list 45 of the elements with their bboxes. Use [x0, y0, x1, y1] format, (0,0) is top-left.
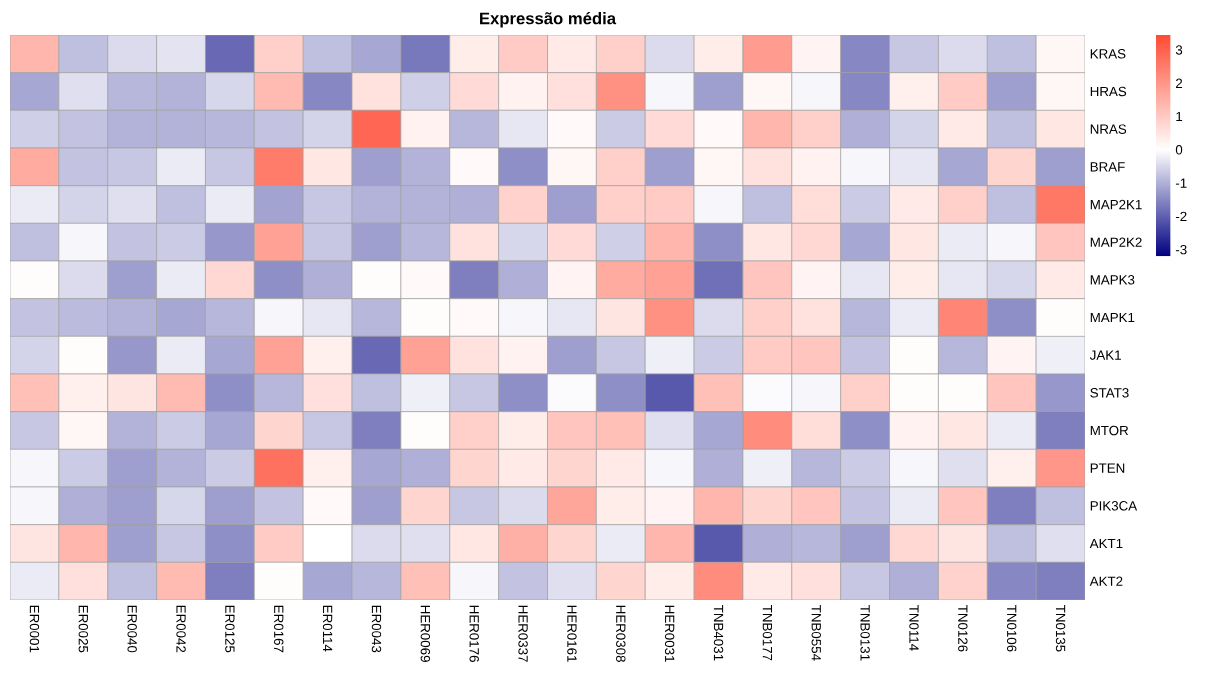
y-tick-label: AKT1: [1089, 538, 1123, 549]
y-tick-label: JAK1: [1089, 350, 1121, 360]
y-tick-label: PTEN: [1090, 463, 1125, 473]
color-bar-label: -1: [1175, 178, 1187, 188]
x-tick-label: ER0042: [176, 605, 186, 653]
x-tick-label: HER0176: [469, 605, 479, 662]
y-tick-label: MAPK3: [1090, 275, 1135, 285]
x-tick-label: HER0031: [664, 605, 675, 662]
x-tick-label: TNB0131: [860, 605, 870, 661]
x-tick-label: TN0106: [1006, 605, 1017, 652]
y-tick-label: BRAF: [1090, 162, 1125, 172]
x-tick-label: ER0001: [29, 605, 40, 653]
color-bar-label: 3: [1175, 45, 1183, 55]
y-tick-label: STAT3: [1090, 388, 1129, 398]
color-bar-label: -2: [1175, 211, 1187, 222]
y-tick-label: MAP2K1: [1090, 199, 1142, 210]
x-tick-label: HER0161: [567, 605, 577, 662]
x-tick-label: HER0337: [518, 605, 528, 662]
color-bar-label: 1: [1176, 111, 1183, 122]
x-tick-label: ER0025: [78, 605, 89, 653]
x-tick-label: TN0126: [958, 605, 968, 652]
y-tick-label: NRAS: [1090, 124, 1127, 134]
x-tick-label: ER0043: [371, 605, 382, 653]
x-tick-label: HER0308: [616, 605, 626, 662]
y-tick-label: PIK3CA: [1090, 501, 1138, 511]
y-tick-label: HRAS: [1090, 86, 1127, 97]
x-tick-label: ER0114: [322, 605, 333, 652]
x-tick-label: TNB4031: [713, 605, 724, 661]
chart-title: Expressão média: [480, 11, 617, 28]
y-tick-label: MTOR: [1090, 425, 1129, 436]
color-bar-label: -3: [1175, 244, 1187, 255]
x-tick-label: ER0167: [274, 605, 284, 653]
y-tick-label: KRAS: [1090, 49, 1126, 59]
y-tick-label: MAPK1: [1090, 312, 1135, 323]
color-bar-label: 2: [1175, 78, 1183, 88]
x-tick-label: ER0125: [225, 605, 235, 653]
x-tick-label: ER0040: [127, 605, 137, 653]
y-tick-label: AKT2: [1089, 576, 1123, 586]
x-tick-label: TNB0177: [762, 605, 773, 661]
y-tick-label: MAP2K2: [1090, 237, 1142, 247]
color-bar-label: 0: [1175, 145, 1183, 155]
x-tick-label: TN0114: [909, 605, 919, 651]
x-tick-label: TN0135: [1055, 605, 1066, 652]
x-tick-label: HER0069: [420, 605, 431, 662]
x-tick-label: TNB0554: [811, 605, 821, 661]
